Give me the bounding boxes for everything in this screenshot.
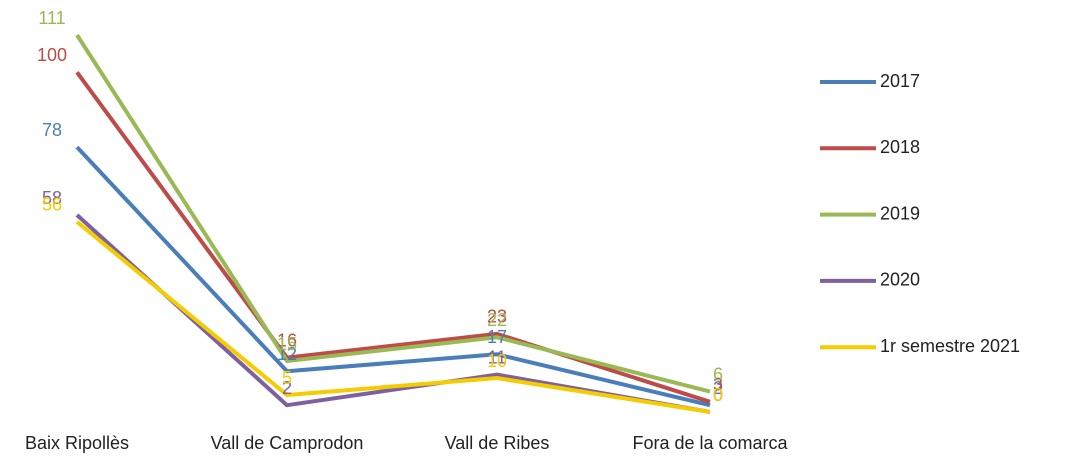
data-label: 22 xyxy=(487,310,507,330)
data-label: 6 xyxy=(713,364,723,384)
data-label: 16 xyxy=(277,330,297,350)
data-label: 56 xyxy=(42,195,62,215)
series-line xyxy=(75,220,711,414)
data-label: 100 xyxy=(37,45,67,65)
data-label: 12 xyxy=(277,344,297,364)
legend-label: 1r semestre 2021 xyxy=(880,336,1020,356)
data-label: 10 xyxy=(487,351,507,371)
x-tick-label: Fora de la comarca xyxy=(632,433,788,453)
data-label: 0 xyxy=(713,385,723,405)
data-label: 3 xyxy=(713,375,723,395)
data-label: 2 xyxy=(282,378,292,398)
legend-label: 2019 xyxy=(880,203,920,223)
x-tick-label: Vall de Camprodon xyxy=(211,433,364,453)
x-tick-label: Baix Ripollès xyxy=(25,433,129,453)
legend-label: 2018 xyxy=(880,137,920,157)
data-label: 78 xyxy=(42,120,62,140)
data-label: 58 xyxy=(42,188,62,208)
data-label: 11 xyxy=(488,347,507,367)
data-label: 111 xyxy=(38,8,65,28)
data-label: 0 xyxy=(713,385,723,405)
data-label: 23 xyxy=(487,307,507,327)
data-label: 15 xyxy=(277,334,297,354)
legend-label: 2017 xyxy=(880,71,920,91)
data-label: 17 xyxy=(487,327,507,347)
series-line xyxy=(75,71,711,404)
series-line xyxy=(75,33,711,394)
legend-label: 2020 xyxy=(880,270,920,290)
x-tick-label: Vall de Ribes xyxy=(445,433,550,453)
data-label: 2 xyxy=(713,378,723,398)
data-label: 5 xyxy=(282,368,292,388)
series-line xyxy=(75,145,711,408)
